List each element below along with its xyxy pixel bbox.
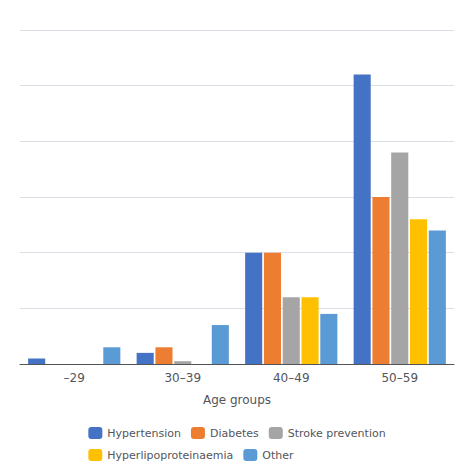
svg-text:Age groups: Age groups: [203, 393, 271, 407]
svg-text:40–49: 40–49: [273, 371, 310, 385]
svg-text:Hypertension: Hypertension: [107, 427, 181, 440]
svg-text:–29: –29: [64, 371, 85, 385]
svg-text:Hyperlipoproteinaemia: Hyperlipoproteinaemia: [107, 449, 233, 462]
svg-text:30–39: 30–39: [164, 371, 201, 385]
svg-text:50–59: 50–59: [381, 371, 418, 385]
svg-text:Other: Other: [262, 449, 294, 462]
svg-text:Stroke prevention: Stroke prevention: [288, 427, 386, 440]
svg-text:Diabetes: Diabetes: [210, 427, 259, 440]
